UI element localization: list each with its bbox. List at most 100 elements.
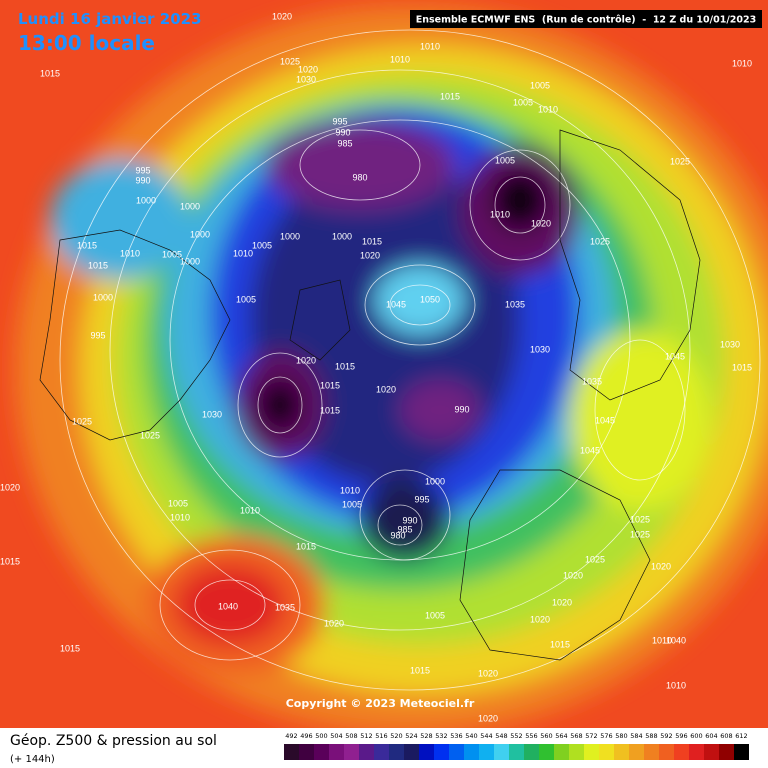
pressure-label: 1015 bbox=[732, 362, 752, 372]
pressure-label: 1030 bbox=[202, 409, 222, 419]
scale-swatch bbox=[419, 744, 434, 760]
scale-swatch bbox=[329, 744, 344, 760]
pressure-label: 1045 bbox=[595, 415, 615, 425]
pressure-label: 1035 bbox=[275, 602, 295, 612]
color-scale: 492 496 500 504 508 512 516 520 524 528 532 536 540 5… bbox=[284, 732, 749, 760]
scale-label: 544 bbox=[480, 732, 492, 740]
pressure-label: 1025 bbox=[630, 514, 650, 524]
scale-swatch bbox=[584, 744, 599, 760]
scale-label: 588 bbox=[645, 732, 657, 740]
pressure-label: 1025 bbox=[585, 554, 605, 564]
scale-swatch bbox=[299, 744, 314, 760]
scale-label: 496 bbox=[300, 732, 312, 740]
scale-label: 500 bbox=[315, 732, 327, 740]
scale-swatch bbox=[509, 744, 524, 760]
pressure-label: 995 bbox=[135, 165, 150, 175]
pressure-label: 1010 bbox=[666, 680, 686, 690]
pressure-label: 1015 bbox=[410, 665, 430, 675]
pressure-label: 1020 bbox=[530, 614, 550, 624]
product-title: Géop. Z500 & pression au sol bbox=[10, 733, 217, 749]
scale-label: 612 bbox=[735, 732, 747, 740]
pressure-label: 1010 bbox=[240, 505, 260, 515]
scale-swatch bbox=[434, 744, 449, 760]
scale-swatch bbox=[404, 744, 419, 760]
pressure-label: 1020 bbox=[552, 597, 572, 607]
scale-label: 504 bbox=[330, 732, 342, 740]
pressure-label: 1025 bbox=[590, 236, 610, 246]
pressure-label: 990 bbox=[135, 175, 150, 185]
pressure-label: 1030 bbox=[720, 339, 740, 349]
scale-swatch bbox=[629, 744, 644, 760]
pressure-label: 1015 bbox=[320, 405, 340, 415]
forecast-time: 13:00 locale bbox=[18, 31, 155, 55]
lead-time: (+ 144h) bbox=[10, 754, 55, 765]
scale-swatch bbox=[689, 744, 704, 760]
pressure-label: 1020 bbox=[360, 250, 380, 260]
pressure-label: 1015 bbox=[0, 556, 20, 566]
scale-label: 540 bbox=[465, 732, 477, 740]
pressure-label: 1010 bbox=[652, 635, 672, 645]
pressure-label: 1040 bbox=[218, 601, 238, 611]
scale-swatch bbox=[554, 744, 569, 760]
scale-label: 580 bbox=[615, 732, 627, 740]
scale-swatch bbox=[599, 744, 614, 760]
pressure-label: 1035 bbox=[505, 299, 525, 309]
pressure-label: 1010 bbox=[420, 41, 440, 51]
pressure-label: 1005 bbox=[530, 80, 550, 90]
scale-swatch bbox=[449, 744, 464, 760]
pressure-label: 1005 bbox=[162, 249, 182, 259]
scale-label: 592 bbox=[660, 732, 672, 740]
scale-label: 492 bbox=[285, 732, 297, 740]
scale-label: 520 bbox=[390, 732, 402, 740]
pressure-label: 1015 bbox=[60, 643, 80, 653]
pressure-label: 990 bbox=[335, 127, 350, 137]
pressure-label: 1005 bbox=[252, 240, 272, 250]
scale-swatch bbox=[524, 744, 539, 760]
scale-swatch bbox=[569, 744, 584, 760]
pressure-label: 1020 bbox=[563, 570, 583, 580]
pressure-label: 1005 bbox=[236, 294, 256, 304]
pressure-label: 1015 bbox=[362, 236, 382, 246]
pressure-label: 1010 bbox=[490, 209, 510, 219]
scale-swatch bbox=[374, 744, 389, 760]
pressure-label: 1025 bbox=[280, 56, 300, 66]
scale-label: 568 bbox=[570, 732, 582, 740]
scale-swatch bbox=[734, 744, 749, 760]
pressure-labels: 1020101010101025102010301015101010051015… bbox=[0, 11, 752, 723]
pressure-label: 995 bbox=[414, 494, 429, 504]
pressure-label: 1025 bbox=[140, 430, 160, 440]
scale-label: 548 bbox=[495, 732, 507, 740]
scale-swatch bbox=[719, 744, 734, 760]
pressure-label: 1000 bbox=[136, 195, 156, 205]
scale-swatch bbox=[674, 744, 689, 760]
pressure-label: 980 bbox=[390, 530, 405, 540]
scale-label: 508 bbox=[345, 732, 357, 740]
pressure-label: 1000 bbox=[93, 292, 113, 302]
pressure-label: 1010 bbox=[732, 58, 752, 68]
copyright: Copyright © 2023 Meteociel.fr bbox=[286, 697, 475, 710]
height-field: 1020101010101025102010301015101010051015… bbox=[0, 0, 768, 728]
pressure-label: 1020 bbox=[272, 11, 292, 21]
pressure-label: 1015 bbox=[320, 380, 340, 390]
pressure-label: 1020 bbox=[0, 482, 20, 492]
pressure-label: 1010 bbox=[390, 54, 410, 64]
pressure-label: 1050 bbox=[420, 294, 440, 304]
pressure-label: 1015 bbox=[335, 361, 355, 371]
pressure-label: 1015 bbox=[40, 68, 60, 78]
pressure-label: 1020 bbox=[478, 713, 498, 723]
pressure-label: 1025 bbox=[630, 529, 650, 539]
run-banner bbox=[410, 10, 762, 28]
scale-swatch bbox=[704, 744, 719, 760]
scale-label: 608 bbox=[720, 732, 732, 740]
pressure-label: 1045 bbox=[580, 445, 600, 455]
scale-label: 532 bbox=[435, 732, 447, 740]
scale-swatch bbox=[479, 744, 494, 760]
scale-label: 604 bbox=[705, 732, 717, 740]
pressure-label: 1020 bbox=[531, 218, 551, 228]
scale-swatch bbox=[464, 744, 479, 760]
pressure-label: 1000 bbox=[280, 231, 300, 241]
scale-label: 528 bbox=[420, 732, 432, 740]
pressure-label: 985 bbox=[397, 524, 412, 534]
pressure-label: 1015 bbox=[550, 639, 570, 649]
